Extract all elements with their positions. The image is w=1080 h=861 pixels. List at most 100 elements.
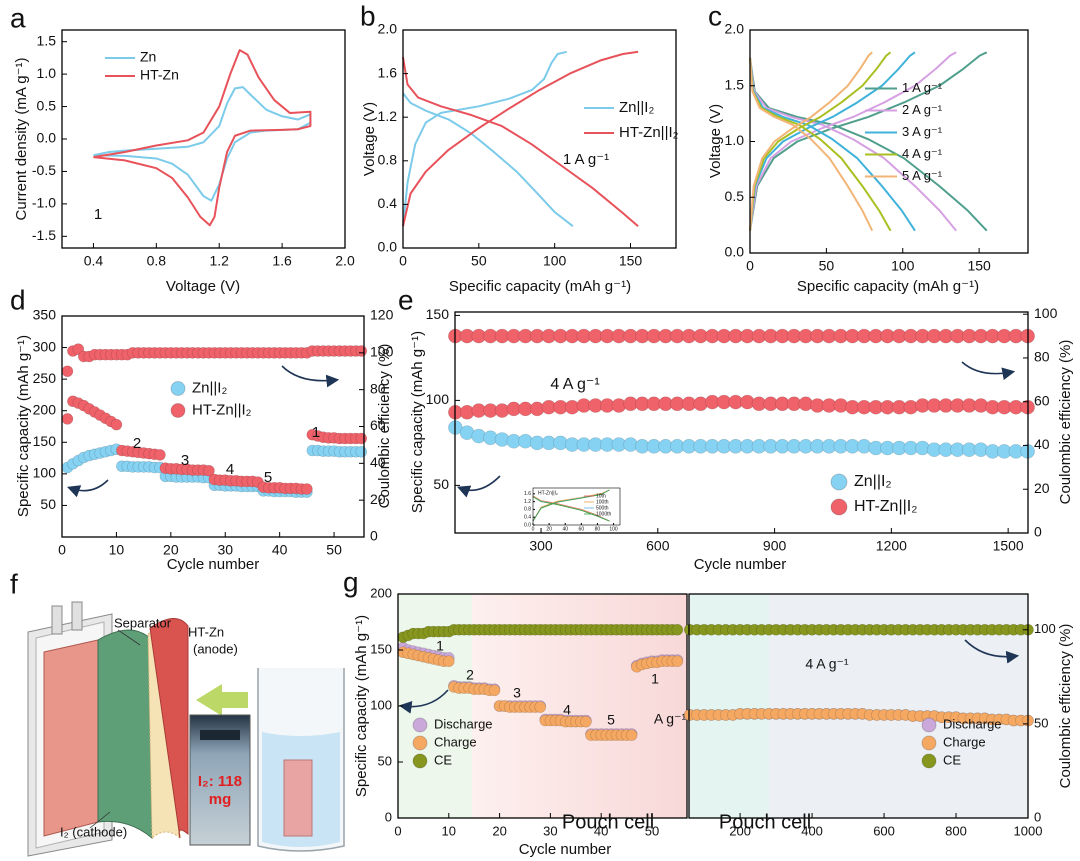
data-point xyxy=(154,449,166,461)
x-tick-label: 0.4 xyxy=(84,253,104,269)
data-point xyxy=(355,432,368,445)
y-tick-label: 300 xyxy=(33,338,57,354)
y-tick-label: 0.5 xyxy=(37,97,57,113)
legend-label: CE xyxy=(434,752,452,767)
x-tick-label: 30 xyxy=(543,823,557,838)
data-point xyxy=(203,464,215,477)
x-tick-label: 1500 xyxy=(993,538,1024,554)
y-tick-label: 200 xyxy=(370,585,392,600)
x-tick-label: 80 xyxy=(595,526,601,532)
y2-tick-label: 0 xyxy=(370,528,378,544)
data-line xyxy=(402,50,574,227)
x-axis-label: Specific capacity (mAh g⁻¹) xyxy=(449,278,631,295)
data-point xyxy=(61,365,74,378)
y-axis-label: Voltage (V) xyxy=(707,104,724,178)
legend-label: 3 A g⁻¹ xyxy=(902,124,943,139)
y2-tick-label: 120 xyxy=(370,307,394,323)
legend-swatch xyxy=(921,735,937,751)
y-axis-label: Specific capacity (mAh g⁻¹) xyxy=(15,335,32,517)
y-tick-label: 0.0 xyxy=(378,239,398,255)
legend-label: 4 A g⁻¹ xyxy=(902,146,943,161)
y-axis-label: Specific capacity (mAh g⁻¹) xyxy=(409,331,426,513)
legend-label: 100th xyxy=(596,499,609,505)
x-tick-label: 0 xyxy=(746,258,754,274)
y-tick-label: 200 xyxy=(33,401,57,417)
legend-swatch xyxy=(412,753,428,769)
panel-letter: d xyxy=(10,284,26,315)
data-point xyxy=(355,445,368,458)
y-axis-label: Specific capacity (mAh g⁻¹) xyxy=(353,615,370,797)
annotation: 4 A g⁻¹ xyxy=(550,376,599,393)
y2-tick-label: 80 xyxy=(1034,349,1050,365)
y2-axis-label: Coulombic efficiency (%) xyxy=(376,344,393,509)
plot-frame xyxy=(532,487,621,526)
y-tick-label: 0.4 xyxy=(524,515,531,521)
x-tick-label: 50 xyxy=(471,253,487,269)
y-tick-label: 1.5 xyxy=(37,32,57,48)
data-line xyxy=(749,51,957,232)
y-tick-label: 0.0 xyxy=(524,522,531,528)
arrows xyxy=(66,361,1020,714)
legend-label: HT-Zn||I₂ xyxy=(619,124,679,141)
y-tick-label: 100 xyxy=(426,391,450,407)
legend-label: Discharge xyxy=(943,716,1002,731)
y-tick-label: 1.2 xyxy=(378,108,398,124)
x-tick-label: 20 xyxy=(546,526,552,532)
x-axis-label: Cycle number xyxy=(694,556,787,573)
y-axis-label: Voltage (V) xyxy=(361,102,378,176)
legend-label: Charge xyxy=(943,734,986,749)
x-tick-label: 600 xyxy=(646,538,670,554)
x-tick-label: 200 xyxy=(729,823,751,838)
y2-tick-label: 100 xyxy=(1034,305,1058,321)
x-axis-label: Voltage (V) xyxy=(166,278,240,295)
x-tick-label: 100 xyxy=(543,253,567,269)
plot-frame xyxy=(402,29,677,249)
x-tick-label: 60 xyxy=(579,526,585,532)
y-tick-label: 1.6 xyxy=(378,64,398,80)
data-point xyxy=(442,655,455,668)
y-tick-label: 1.2 xyxy=(524,499,531,505)
y-tick-label: -0.5 xyxy=(32,162,56,178)
y2-tick-label: 100 xyxy=(370,344,394,360)
data-line xyxy=(749,51,988,232)
x-tick-label: 50 xyxy=(326,542,342,558)
legend-swatch xyxy=(170,381,186,396)
legend-label: Zn xyxy=(140,49,156,65)
y2-tick-label: 0 xyxy=(1034,524,1042,540)
panel-letter: g xyxy=(343,566,359,597)
illustration-labels: Separator HT-Zn (anode) I₂ (cathode) I₂:… xyxy=(60,615,242,839)
y2-tick-label: 60 xyxy=(1034,392,1050,408)
x-tick-label: 0 xyxy=(399,253,407,269)
y-tick-label: 2.0 xyxy=(725,21,745,37)
data-line xyxy=(93,49,312,227)
y2-tick-label: 40 xyxy=(370,454,386,470)
data-line xyxy=(532,489,610,522)
legend-swatch xyxy=(412,717,428,733)
y-tick-label: 100 xyxy=(33,465,57,481)
y-tick-label: 1.6 xyxy=(524,491,531,497)
y-tick-label: 0 xyxy=(385,809,392,824)
annotation: 3 xyxy=(181,452,189,469)
data-point xyxy=(671,623,684,636)
y-tick-label: 0.4 xyxy=(378,195,398,211)
y-tick-label: 0.8 xyxy=(378,152,398,168)
y2-tick-label: 80 xyxy=(370,380,386,396)
y-axis-label: Current density (mA g⁻¹) xyxy=(13,58,30,221)
data-point xyxy=(355,345,368,357)
data-line xyxy=(749,51,916,232)
x-tick-label: 10 xyxy=(109,542,125,558)
legend-label: Zn||I₂ xyxy=(854,473,892,490)
annotation: 2 xyxy=(466,667,474,683)
legend-swatch xyxy=(412,735,428,751)
y2-tick-label: 20 xyxy=(1034,480,1050,496)
panel-letter: a xyxy=(10,2,26,33)
x-tick-label: 900 xyxy=(763,538,787,554)
x-tick-label: 20 xyxy=(492,823,506,838)
data-point xyxy=(534,701,547,713)
data-line xyxy=(749,51,892,232)
y-tick-label: 250 xyxy=(33,370,57,386)
data-point xyxy=(61,413,74,425)
legend-label: 1 A g⁻¹ xyxy=(902,80,943,95)
data-point xyxy=(625,729,638,741)
